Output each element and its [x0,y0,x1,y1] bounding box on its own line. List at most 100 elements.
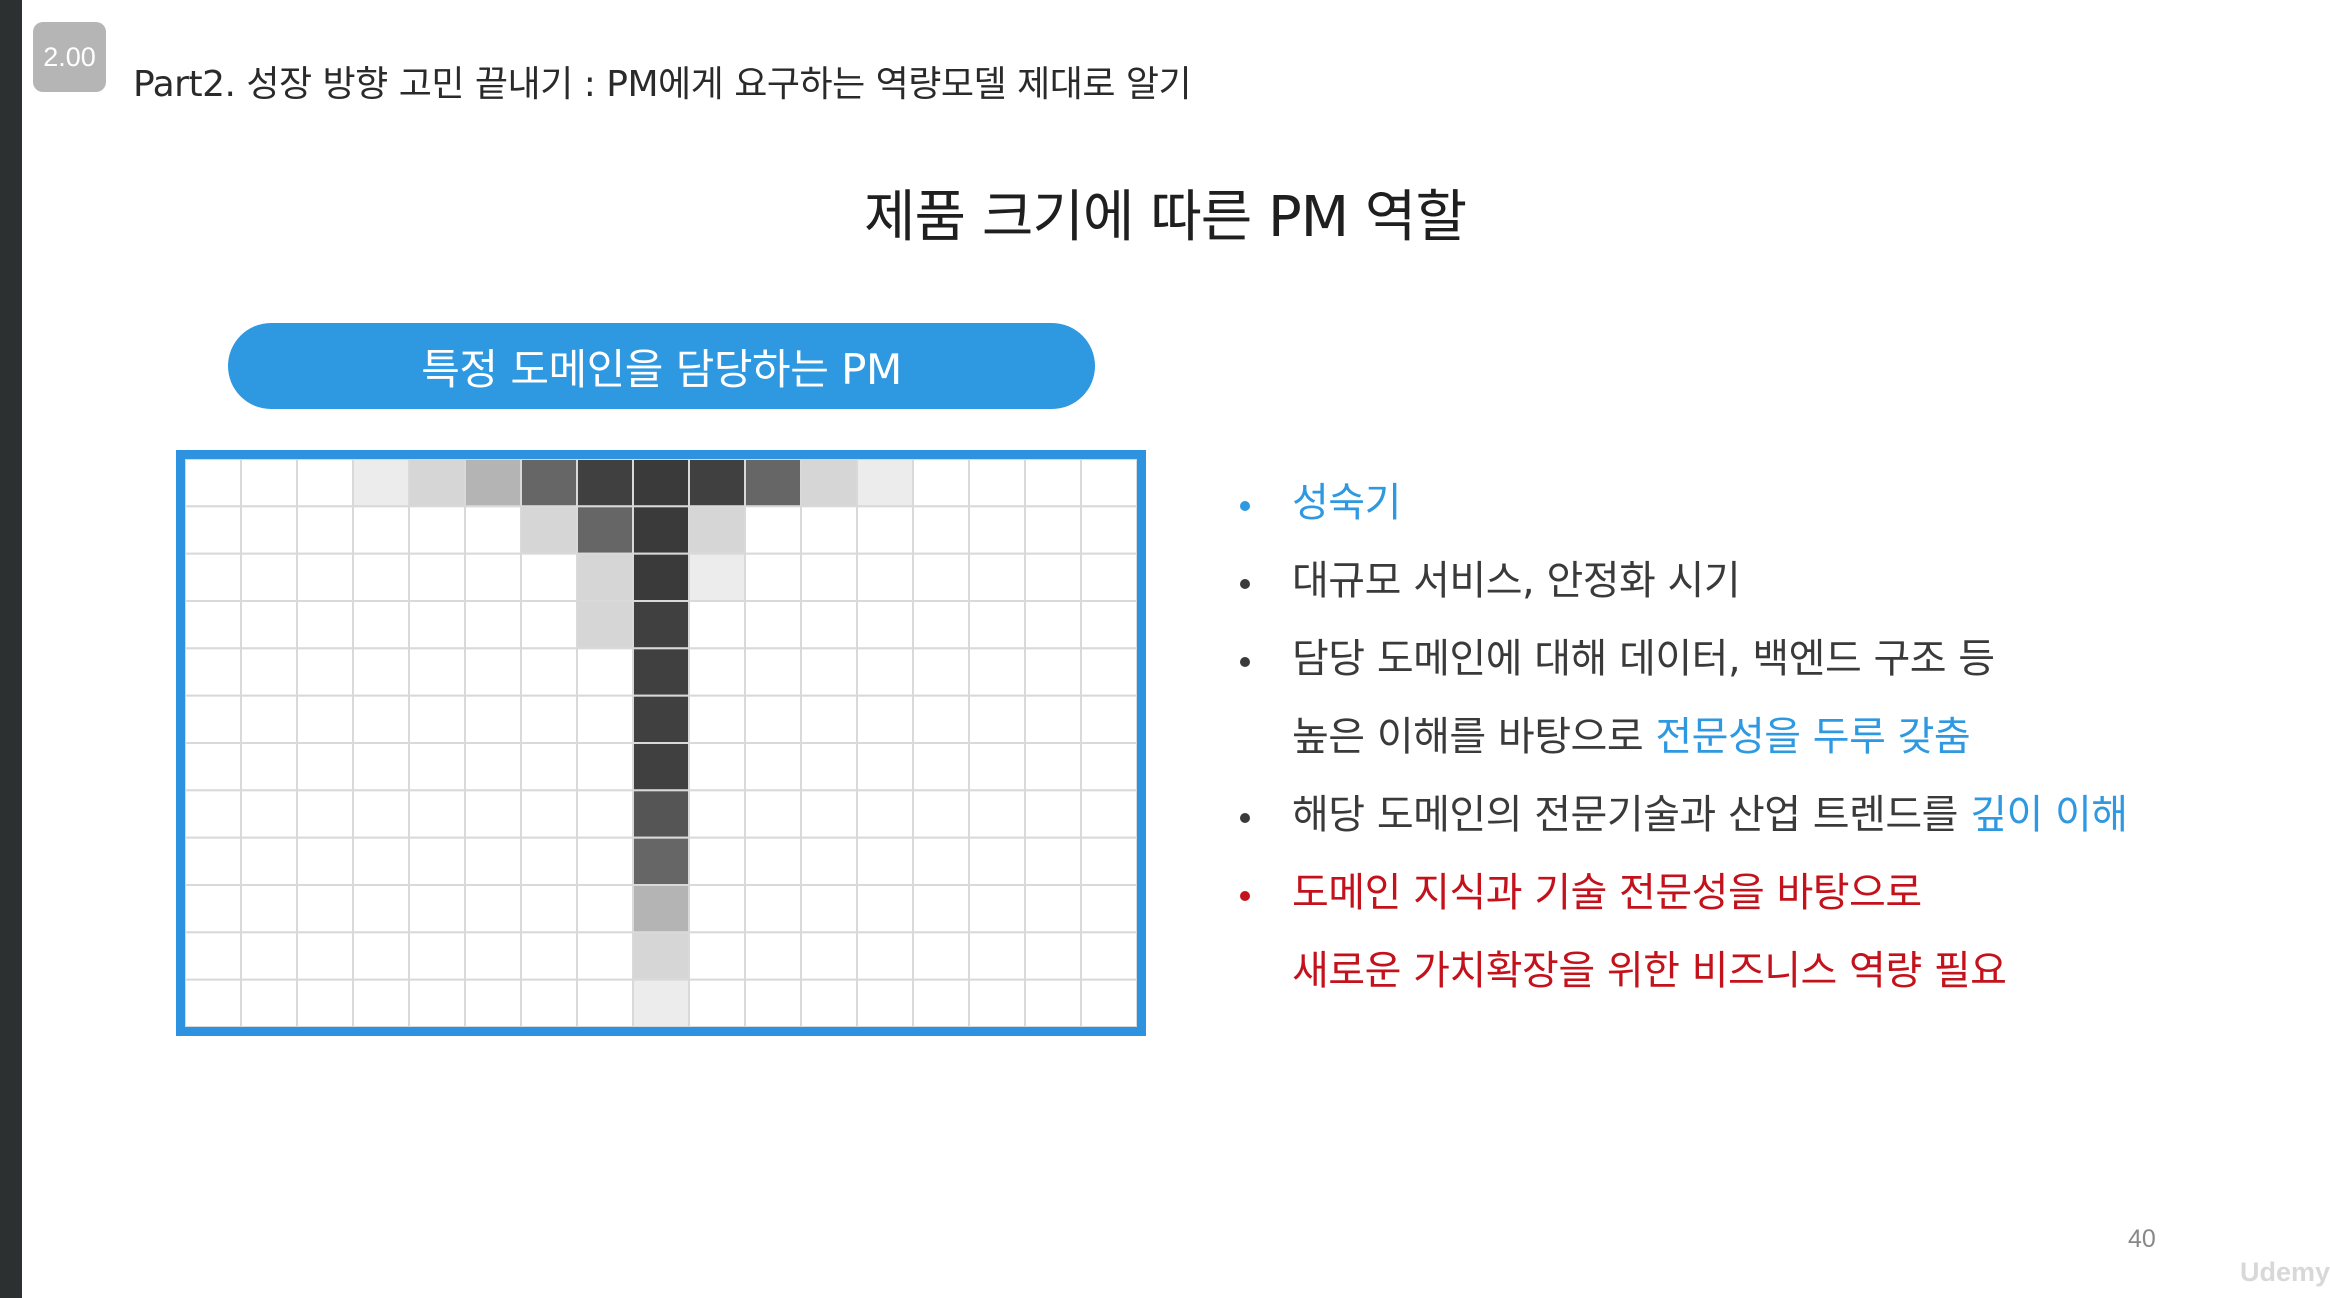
grid-cell [968,742,1026,792]
grid-cell [800,884,858,934]
grid-cell [576,694,634,744]
grid-cell [856,836,914,887]
grid-cell [1024,978,1082,1027]
grid-cell [296,742,354,792]
grid-cell [185,931,242,981]
grid-cell [464,505,522,555]
bullet-text: 높은 이해를 바탕으로 전문성을 두루 갖춤 [1292,704,1971,762]
grid-cell [688,742,746,792]
grid-cell [576,789,634,839]
grid-cell [912,600,970,650]
grid-cell [1080,836,1137,887]
grid-cell [912,836,970,887]
grid-cell [520,742,578,792]
grid-cell [632,694,690,744]
grid-cell [688,552,746,602]
grid-cell [1080,789,1137,839]
grid-cell [352,789,410,839]
grid-cell [352,552,410,602]
grid-cell [632,789,690,839]
grid-cell [968,931,1026,981]
grid-cell [744,836,802,887]
grid-cell [240,694,298,744]
bullet-text: 해당 도메인의 전문기술과 산업 트렌드를 깊이 이해 [1292,782,2128,840]
grid-cell [800,694,858,744]
bullet-text-part: 깊이 이해 [1970,792,2128,838]
bullet-text: 도메인 지식과 기술 전문성을 바탕으로 [1292,860,1922,918]
grid-cell [688,884,746,934]
grid-cell [688,978,746,1027]
grid-cell [296,931,354,981]
grid-cell [240,600,298,650]
playback-speed-badge[interactable]: 2.00 [33,22,106,92]
grid-cell [912,789,970,839]
grid-cell [464,931,522,981]
bullet-text: 대규모 서비스, 안정화 시기 [1292,548,1741,606]
grid-cell [296,978,354,1027]
grid-cell [1024,552,1082,602]
grid-cell [688,647,746,697]
grid-cell [185,884,242,934]
grid-cell [968,884,1026,934]
grid-cell [576,459,634,508]
grid-cell [240,836,298,887]
grid-cell [856,694,914,744]
grid-cell [856,505,914,555]
grid-cell [464,459,522,508]
grid-cell [632,505,690,555]
t-shaped-grid-figure [176,450,1146,1036]
grid-cell [408,931,466,981]
grid-cell [1080,931,1137,981]
grid-cell [352,836,410,887]
grid-cell [408,600,466,650]
grid-cell [520,789,578,839]
grid-cell [1080,600,1137,650]
grid-cell [1080,884,1137,934]
grid-cell [688,505,746,555]
grid-cell [912,647,970,697]
grid-cell [1024,694,1082,744]
grid-cell [296,647,354,697]
grid-cell [1024,836,1082,887]
grid-cell [688,459,746,508]
grid-cell [912,505,970,555]
grid-cell [856,742,914,792]
bullet-text-part: 높은 이해를 바탕으로 [1292,714,1656,760]
grid-cell [520,505,578,555]
grid-cell [576,978,634,1027]
grid-cell [632,836,690,887]
grid-cell [688,600,746,650]
grid-cell [912,931,970,981]
grid-cell [464,978,522,1027]
grid-cell [240,459,298,508]
grid-cell [240,884,298,934]
grid-cell [800,552,858,602]
grid-cell [1024,884,1082,934]
grid-cell [632,647,690,697]
bullet-text-part: 담당 도메인에 대해 데이터, 백엔드 구조 등 [1292,636,1995,682]
grid-cell [576,600,634,650]
grid-cell [1080,694,1137,744]
bullet-text-part: 해당 도메인의 전문기술과 산업 트렌드를 [1292,792,1971,838]
grid-cell [800,647,858,697]
grid-cell [185,459,242,508]
grid-cell [352,505,410,555]
bullet-text: 새로운 가치확장을 위한 비즈니스 역량 필요 [1292,938,2007,996]
bullet-text-part: 대규모 서비스, 안정화 시기 [1292,558,1741,604]
grid-cell [464,789,522,839]
grid-cell [632,884,690,934]
grid-cell [352,647,410,697]
grid-cell [856,552,914,602]
grid-cell [800,600,858,650]
grid-cell [352,600,410,650]
grid-cell [185,694,242,744]
grid-cell [464,647,522,697]
grid-cell [520,694,578,744]
grid-cell [296,459,354,508]
bullet-dot [1240,891,1250,901]
grid-cell [464,600,522,650]
grid-cell [688,836,746,887]
bullet-dot [1240,579,1250,589]
grid-cell [912,694,970,744]
grid-cell [1080,647,1137,697]
